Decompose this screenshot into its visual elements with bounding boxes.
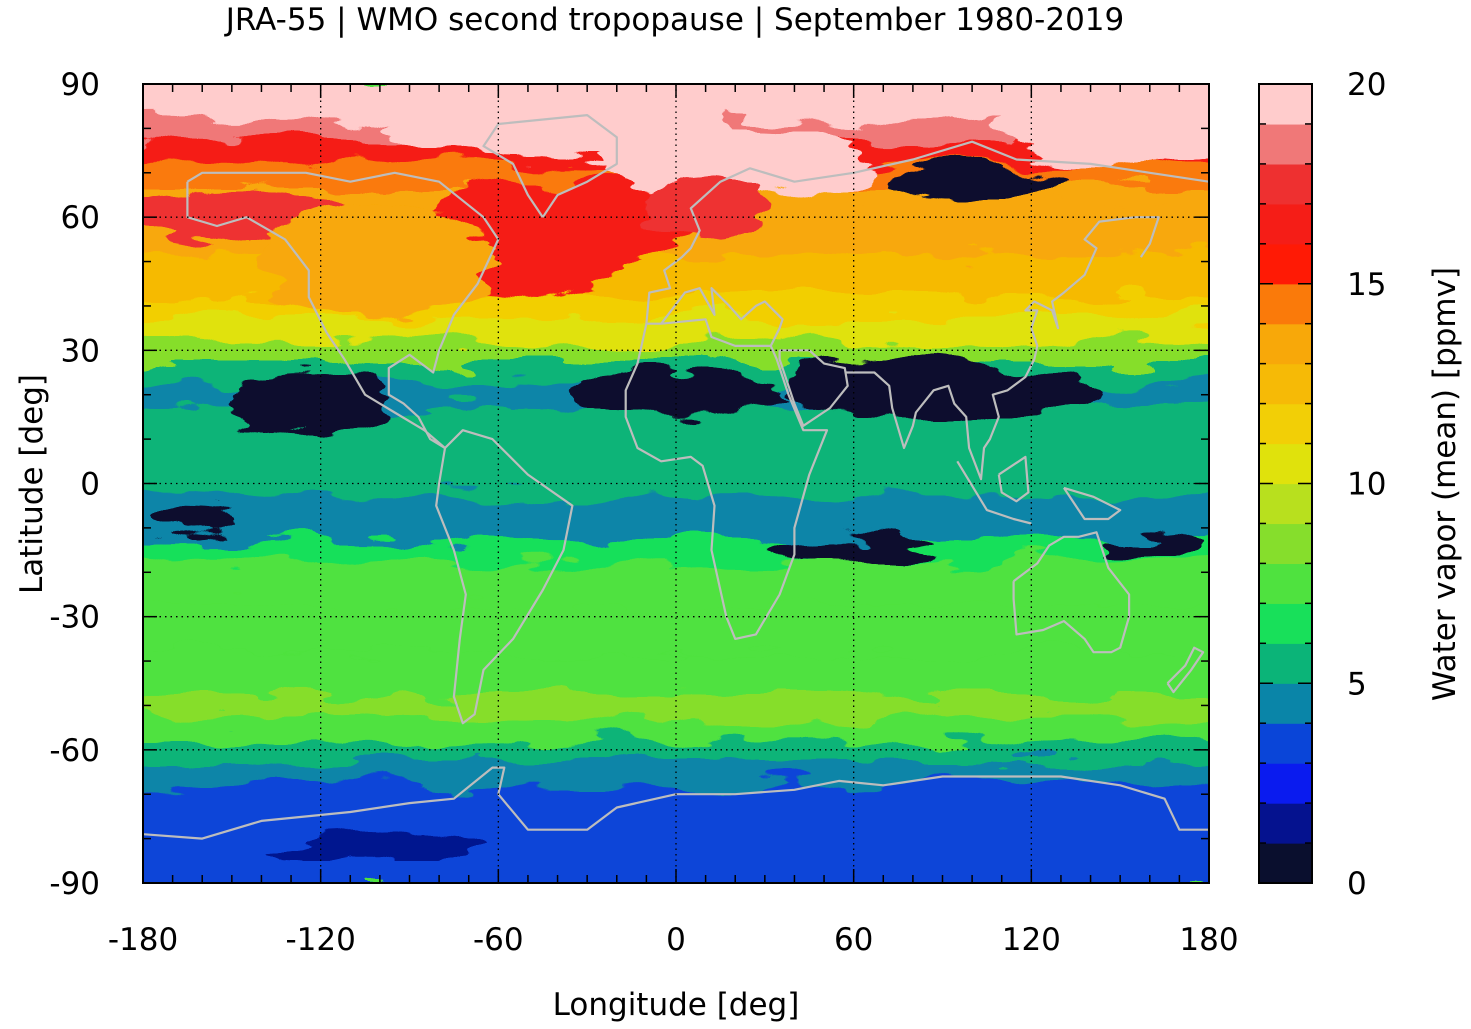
- y-tick-labels: 90 60 30 0 -30 -60 -90: [49, 67, 100, 902]
- colorbar-segment: [1259, 523, 1312, 564]
- colorbar-label: Water vapor (mean) [ppmv]: [1427, 267, 1463, 701]
- y-tick-label: 0: [80, 467, 100, 503]
- colorbar-segment: [1259, 164, 1312, 205]
- x-tick-label: -120: [285, 922, 355, 958]
- anomaly-region: [261, 208, 498, 315]
- colorbar-segment: [1259, 603, 1312, 644]
- colorbar-tick-labels: 20 15 10 5 0: [1347, 67, 1386, 902]
- y-axis-label: Latitude [deg]: [14, 374, 50, 594]
- x-tick-label: 120: [1002, 922, 1061, 958]
- x-tick-label: 180: [1179, 922, 1238, 958]
- colorbar-segment: [1259, 643, 1312, 684]
- colorbar-segment: [1259, 284, 1312, 325]
- chart-title: JRA-55 | WMO second tropopause | Septemb…: [224, 2, 1125, 38]
- colorbar-segment: [1259, 204, 1312, 245]
- x-tick-label: -60: [473, 922, 524, 958]
- colorbar-segment: [1259, 244, 1312, 285]
- colorbar-segment: [1259, 324, 1312, 365]
- colorbar-segment: [1259, 364, 1312, 405]
- x-tick-label: -180: [108, 922, 178, 958]
- colorbar-segment: [1259, 484, 1312, 525]
- colorbar-tick-label: 10: [1347, 467, 1386, 503]
- colorbar-tick-label: 0: [1347, 866, 1367, 902]
- anomaly-region: [380, 102, 735, 155]
- y-tick-label: -30: [49, 600, 100, 636]
- anomaly-region: [883, 164, 1061, 200]
- y-tick-label: 60: [61, 200, 100, 236]
- x-tick-labels: -180 -120 -60 0 60 120 180: [108, 922, 1239, 958]
- colorbar-segment: [1259, 683, 1312, 724]
- y-tick-label: 30: [61, 333, 100, 369]
- anomaly-region: [1105, 532, 1194, 559]
- colorbar-segment: [1259, 843, 1312, 884]
- anomaly-region: [572, 373, 779, 417]
- y-tick-label: -90: [49, 866, 100, 902]
- x-axis-label: Longitude [deg]: [553, 987, 800, 1023]
- water-vapor-map-chart: JRA-55 | WMO second tropopause | Septemb…: [0, 0, 1471, 1029]
- colorbar-tick-label: 15: [1347, 267, 1386, 303]
- colorbar-segment: [1259, 404, 1312, 445]
- map-field: [103, 74, 1249, 893]
- colorbar-segment: [1259, 563, 1312, 604]
- colorbar-tick-label: 5: [1347, 666, 1367, 702]
- anomaly-region: [276, 834, 483, 861]
- anomaly-region: [143, 506, 232, 533]
- colorbar-segment: [1259, 803, 1312, 844]
- colorbar-segment: [1259, 763, 1312, 804]
- anomaly-region: [223, 373, 389, 435]
- y-tick-label: -60: [49, 733, 100, 769]
- x-tick-label: 60: [834, 922, 873, 958]
- colorbar-segment: [1259, 124, 1312, 165]
- anomaly-region: [957, 373, 1105, 417]
- colorbar-segment: [1259, 84, 1312, 125]
- anomaly-region: [646, 177, 764, 239]
- x-tick-label: 0: [666, 922, 686, 958]
- colorbar-tick-label: 20: [1347, 67, 1386, 103]
- colorbar-segment: [1259, 723, 1312, 764]
- colorbar-segment: [1259, 444, 1312, 485]
- y-tick-label: 90: [61, 67, 100, 103]
